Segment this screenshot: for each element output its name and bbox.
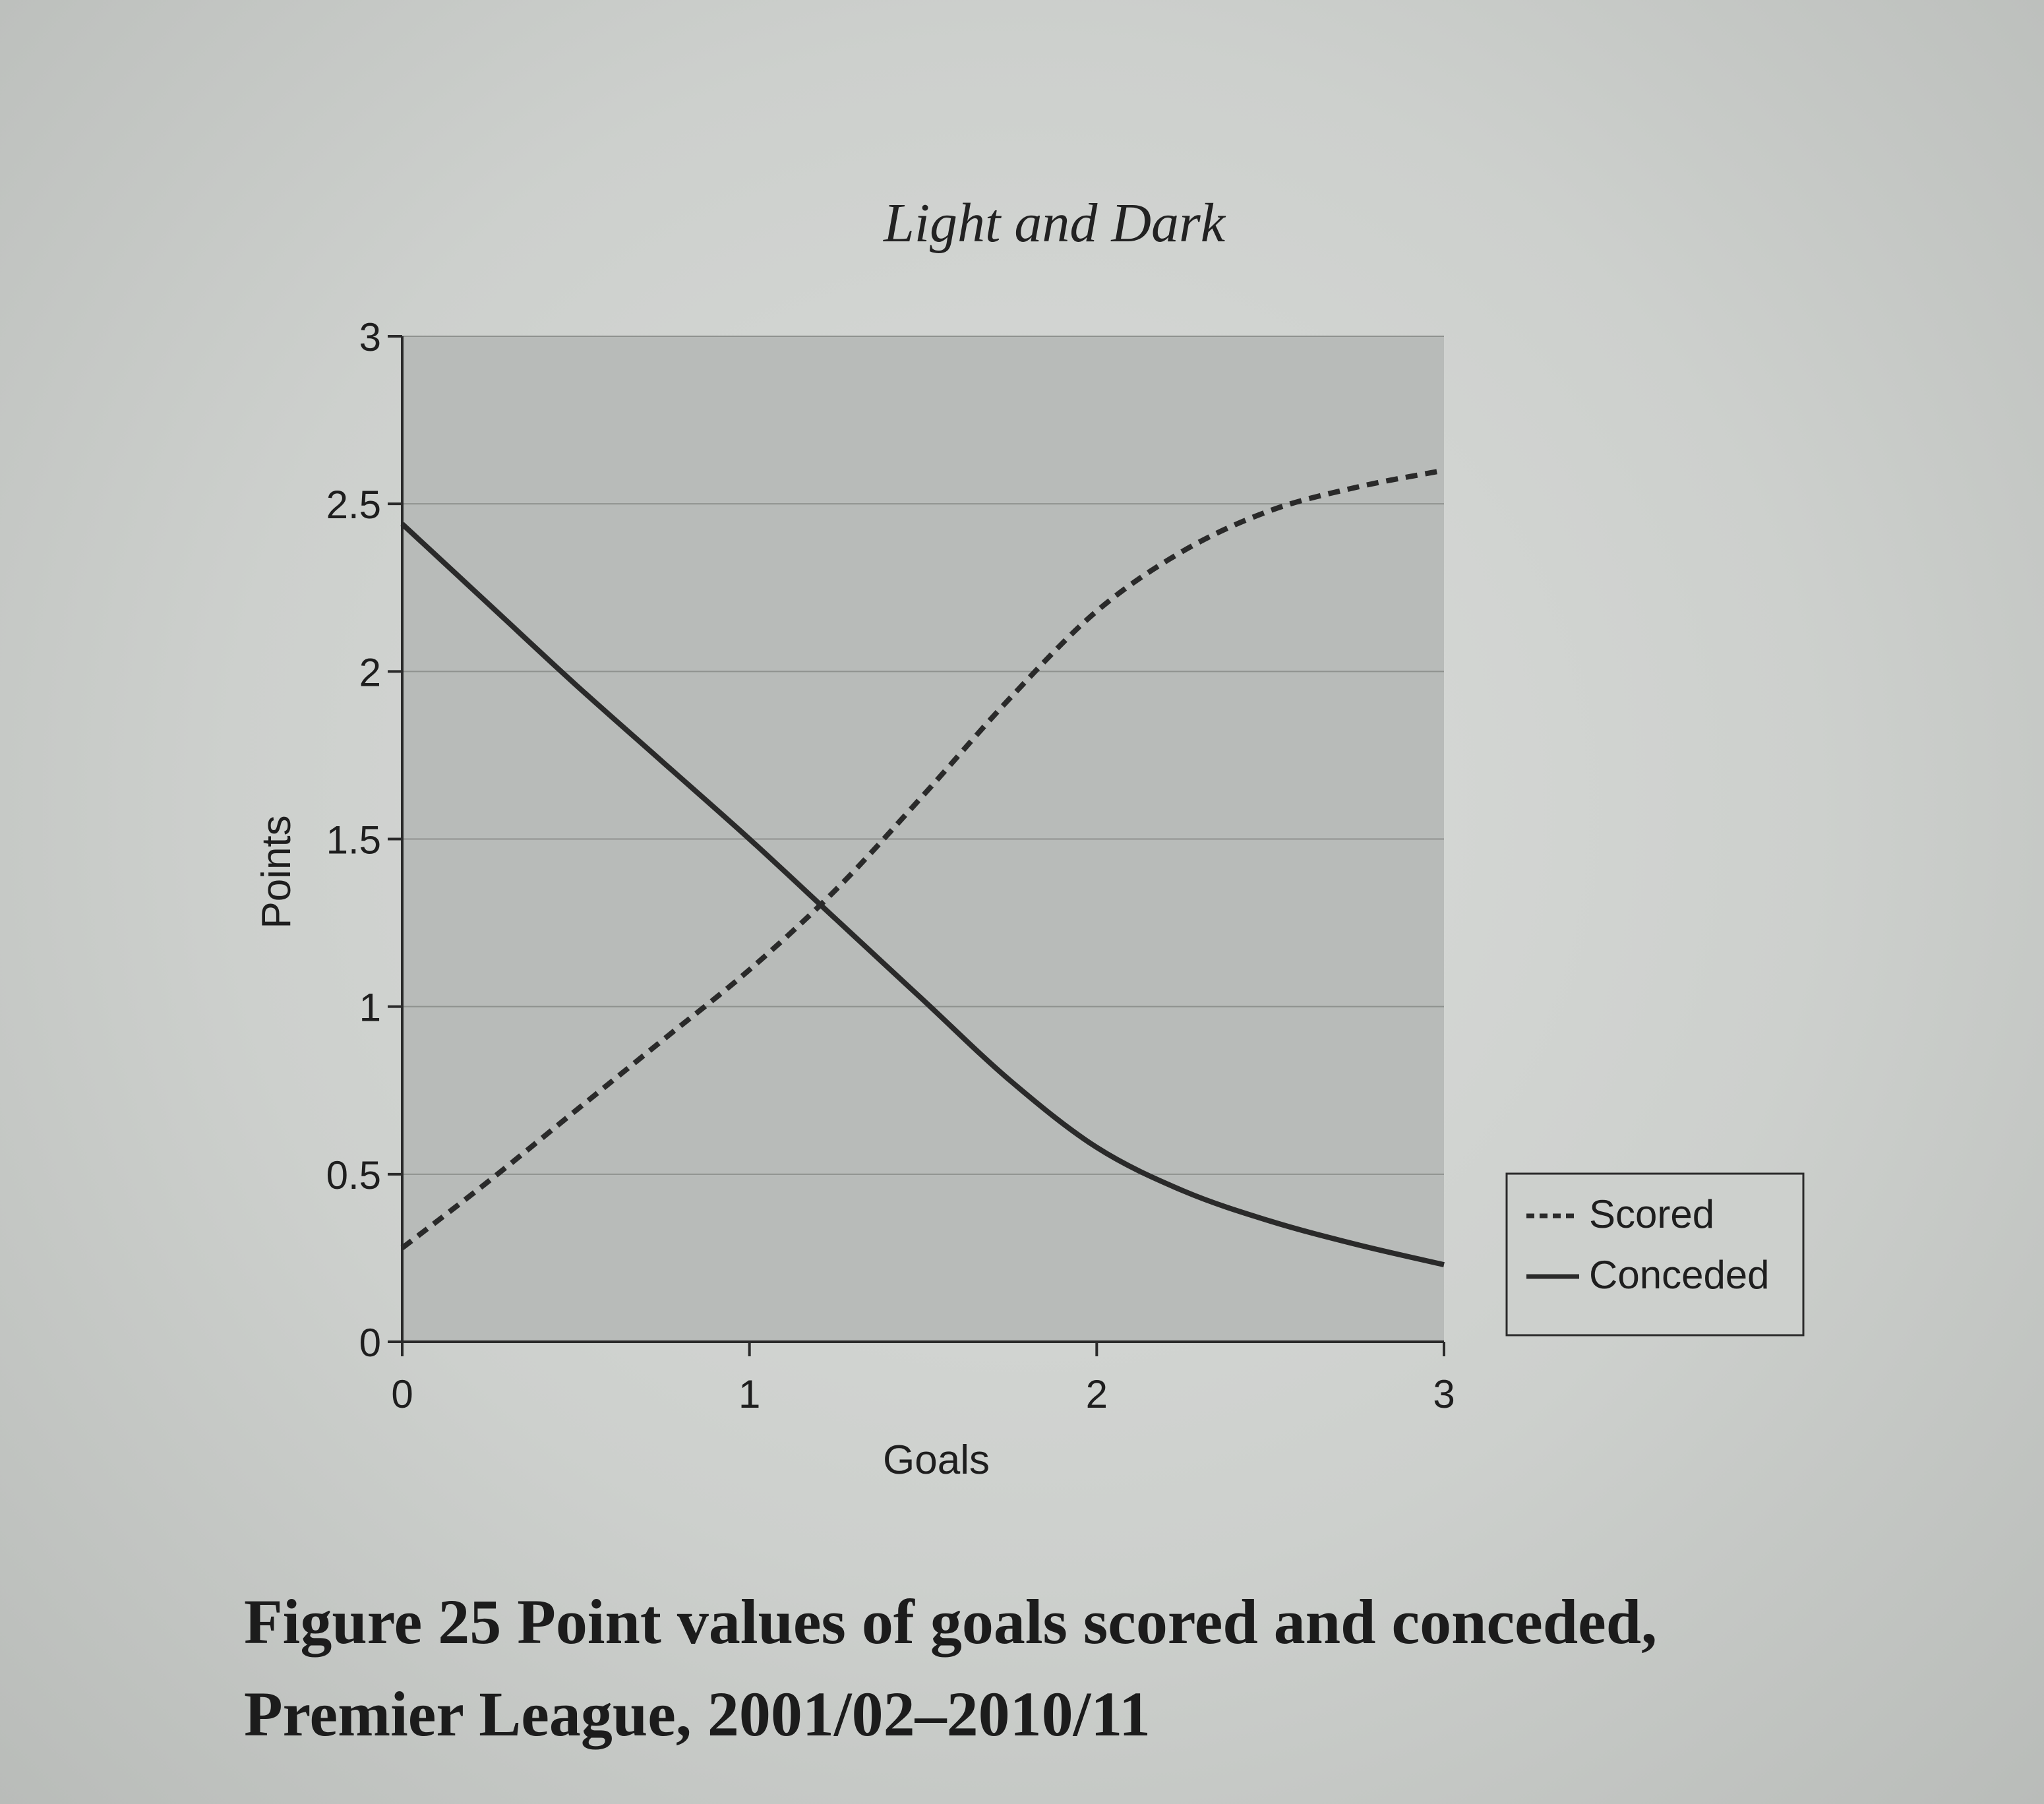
figure-caption: Figure 25 Point values of goals scored a… <box>244 1576 1826 1760</box>
series-line-conceded <box>400 522 1445 1267</box>
y-tick-label: 1 <box>359 986 381 1030</box>
x-axis-label: Goals <box>883 1437 990 1483</box>
legend-box <box>1505 1172 1805 1337</box>
x-tick-label: 1 <box>738 1372 760 1416</box>
x-tick-label: 0 <box>391 1372 413 1416</box>
legend: Scored Conceded <box>1505 1172 1805 1337</box>
y-axis-label: Points <box>254 815 299 928</box>
legend-label-conceded: Conceded <box>1589 1253 1770 1297</box>
legend-label-scored: Scored <box>1589 1192 1714 1236</box>
tick-marks: 0 0.5 1 1.5 2 2.5 3 0 1 2 3 <box>326 315 1455 1416</box>
y-tick-label: 2.5 <box>326 483 381 527</box>
caption-line-2: Premier League, 2001/02–2010/11 <box>244 1679 1151 1749</box>
series-line-scored <box>400 467 1445 1250</box>
caption-line-1: Figure 25 Point values of goals scored a… <box>244 1586 1658 1657</box>
running-head: Light and Dark <box>884 193 1226 254</box>
series-layer <box>400 467 1445 1267</box>
y-tick-label: 2 <box>359 650 381 694</box>
y-tick-label: 3 <box>359 315 381 359</box>
y-tick-label: 1.5 <box>326 818 381 862</box>
x-tick-label: 2 <box>1086 1372 1108 1416</box>
y-tick-label: 0.5 <box>326 1153 381 1197</box>
grid-lines <box>402 336 1444 1175</box>
y-tick-label: 0 <box>359 1321 381 1365</box>
x-tick-label: 3 <box>1433 1372 1455 1416</box>
